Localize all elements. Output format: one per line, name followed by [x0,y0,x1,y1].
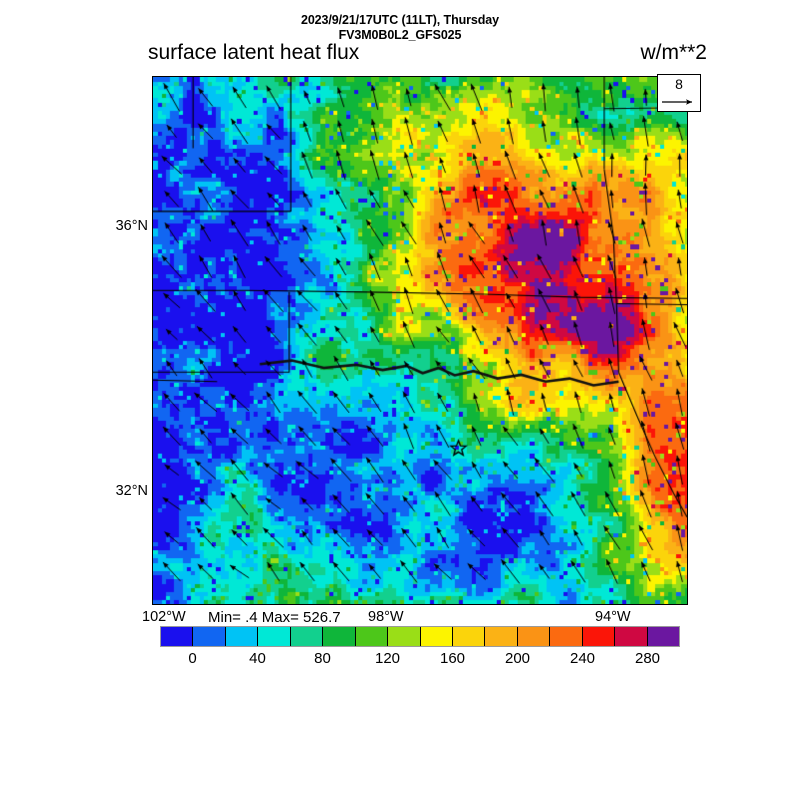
right-arrow-icon [662,99,692,105]
colorbar-tick-40: 40 [249,650,266,667]
colorbar-tick-80: 80 [314,650,331,667]
colorbar-segment-11 [517,627,551,646]
header-model-line: FV3M0B0L2_GFS025 [338,28,462,42]
header-date-line: 2023/9/21/17UTC (11LT), Thursday [300,13,500,27]
colorbar: 0 40 80 120 160 200 240 280 [160,626,680,667]
lon-label-94w: 94°W [595,609,631,625]
colorbar-segment-8 [420,627,453,646]
colorbar-tick-280: 280 [634,650,661,667]
minmax-statistics-label: Min= .4 Max= 526.7 [208,609,341,626]
colorbar-segment-3 [258,627,291,646]
colorbar-segment-1 [193,627,226,646]
colorbar-tick-240: 240 [569,650,596,667]
colorbar-tick-160: 160 [439,650,466,667]
units-label: w/m**2 [640,41,707,64]
colorbar-segment-6 [355,627,389,646]
colorbar-tick-120: 120 [374,650,401,667]
colorbar-segments [160,626,680,647]
page-title: surface latent heat flux [148,41,360,64]
colorbar-segment-13 [582,627,616,646]
lon-label-98w: 98°W [368,609,404,625]
flux-heatmap-canvas [153,77,687,604]
colorbar-segment-15 [647,627,679,646]
colorbar-segment-4 [290,627,324,646]
lon-label-102w: 102°W [142,609,186,625]
colorbar-tick-200: 200 [504,650,531,667]
colorbar-segment-14 [615,627,648,646]
map-panel[interactable] [152,76,688,605]
colorbar-segment-2 [225,627,259,646]
colorbar-tick-0: 0 [188,650,197,667]
vector-key-value: 8 [675,76,683,92]
vector-reference-key: 8 [657,74,701,112]
colorbar-segment-9 [452,627,486,646]
colorbar-segment-7 [388,627,421,646]
colorbar-segment-10 [485,627,518,646]
colorbar-segment-5 [323,627,356,646]
lat-label-32n: 32°N [115,483,148,499]
lat-label-36n: 36°N [115,218,148,234]
colorbar-segment-12 [550,627,583,646]
colorbar-segment-0 [161,627,194,646]
